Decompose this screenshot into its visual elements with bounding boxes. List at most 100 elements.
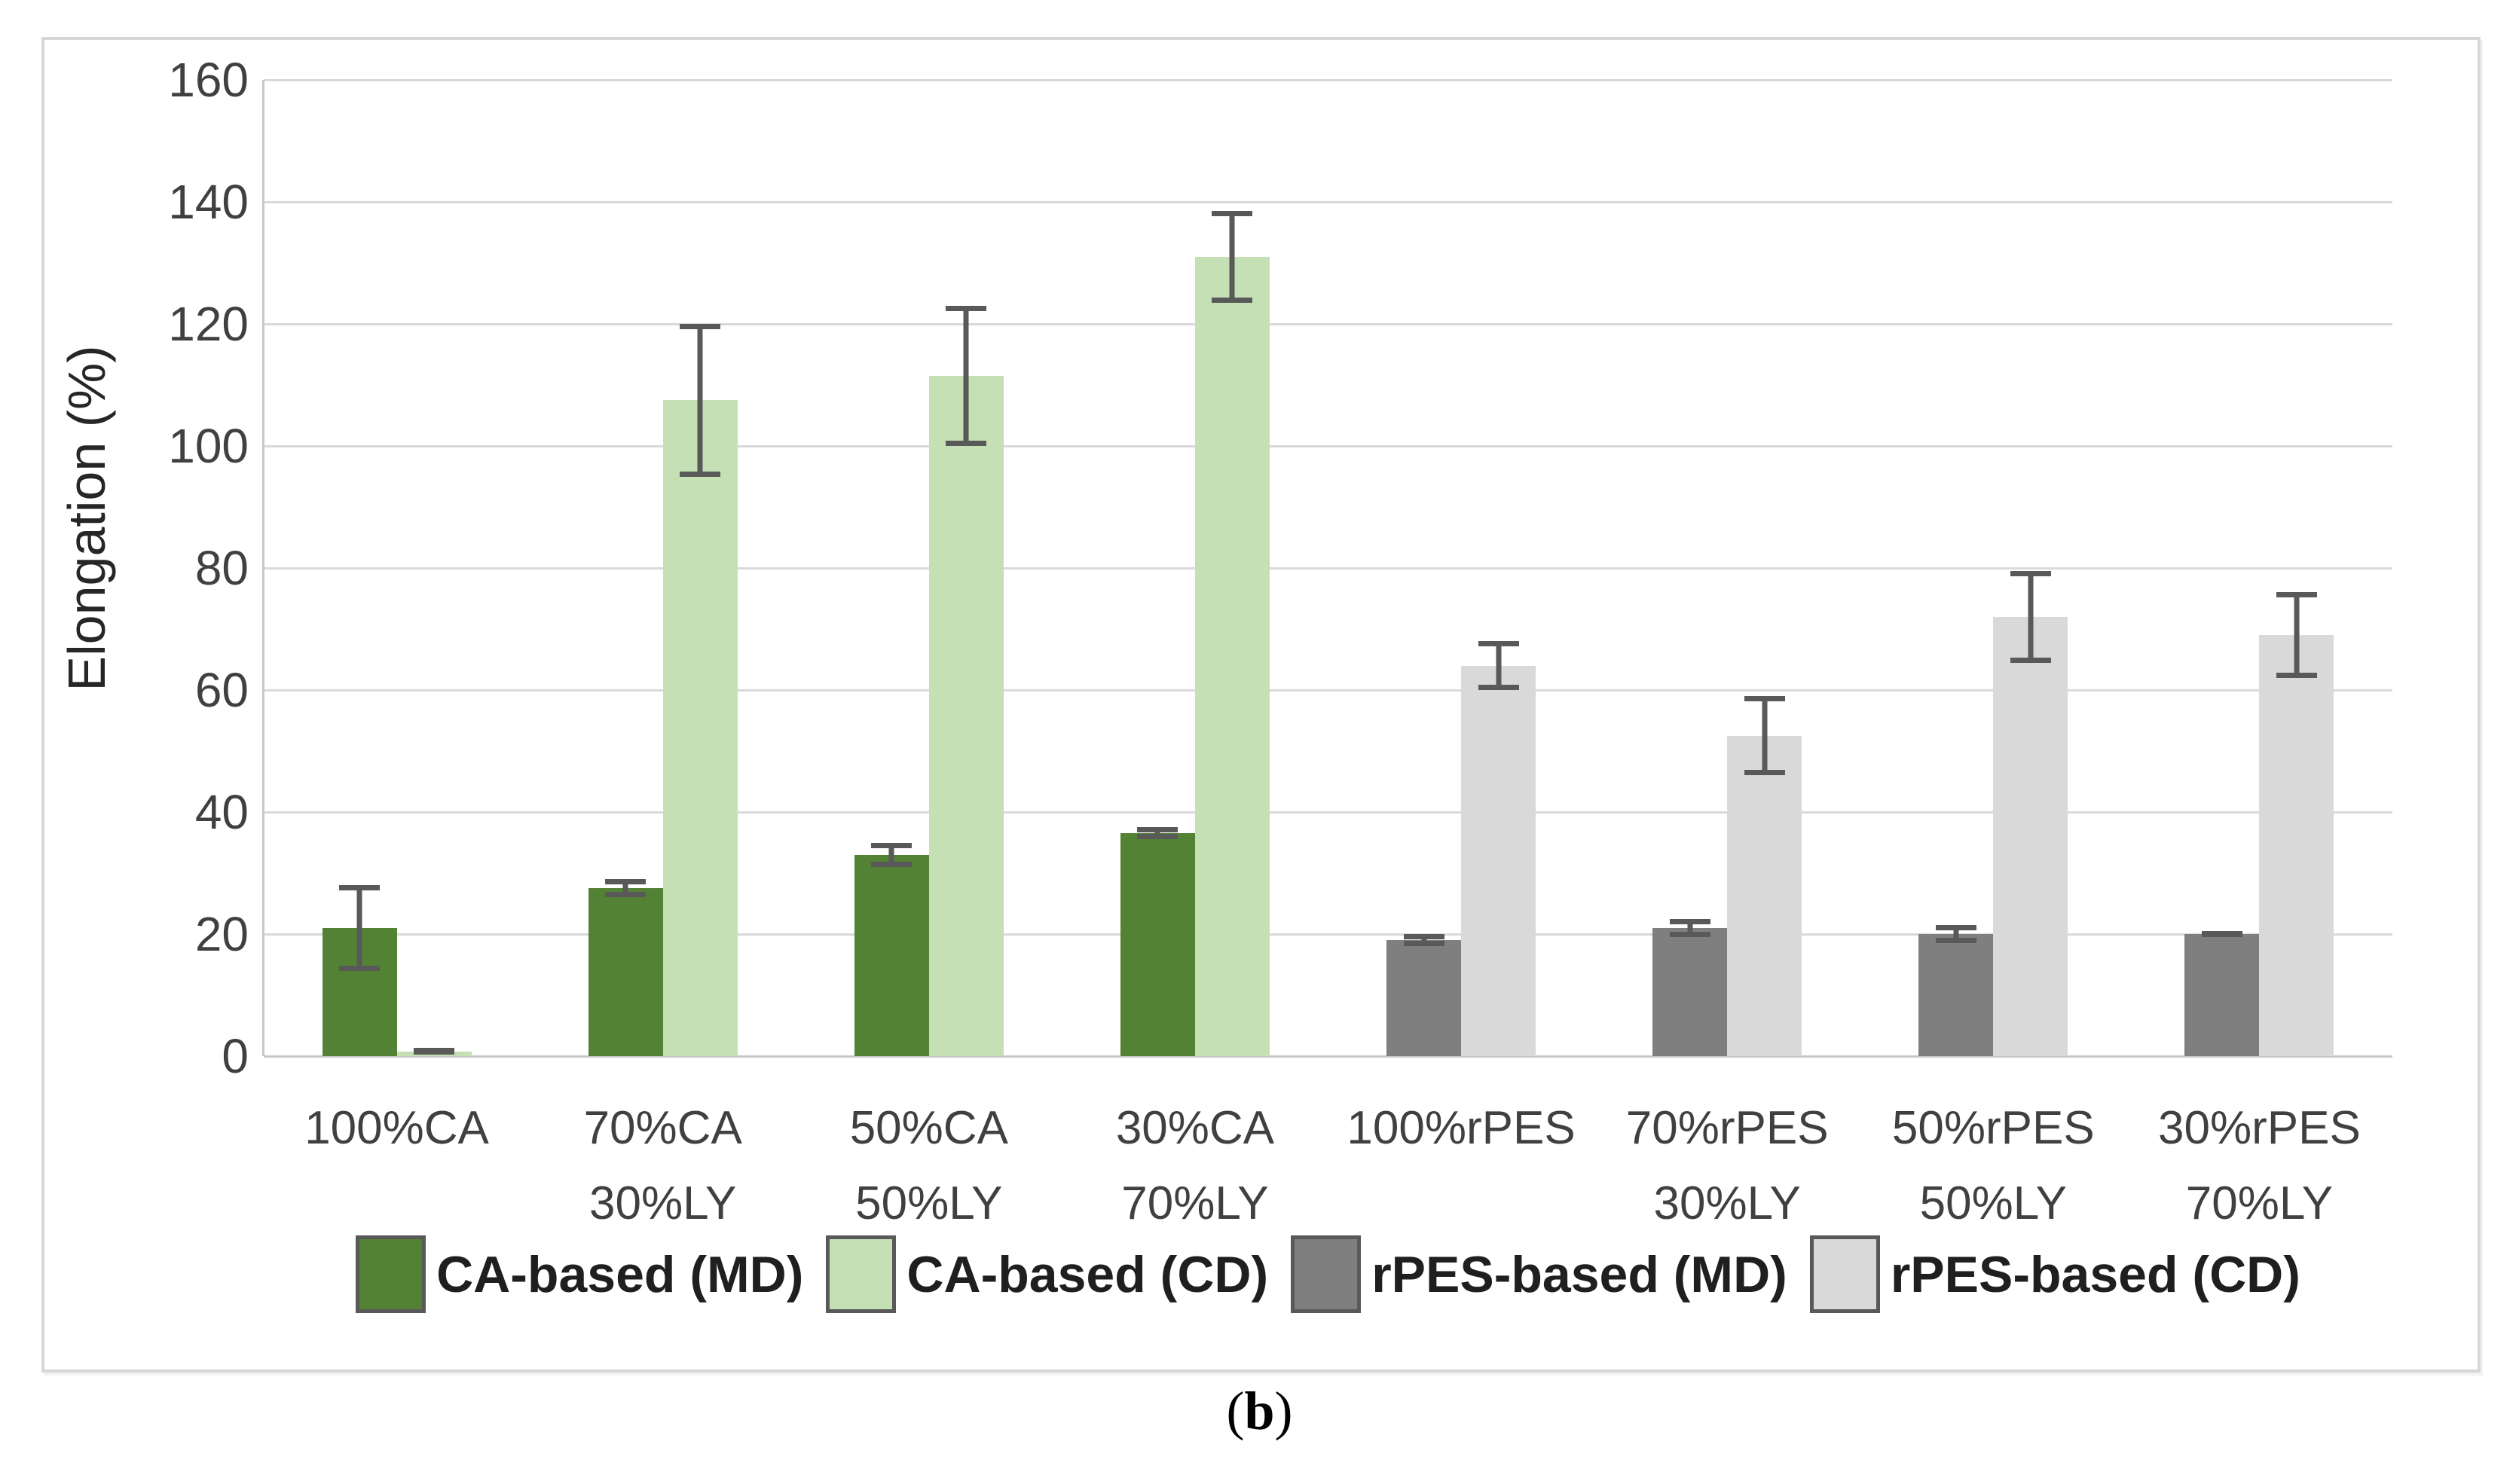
legend-label-ca-based-md: CA-based (MD) [436,1245,804,1303]
errorbar-bottom-cap [1669,932,1710,938]
gridline-160 [264,79,2392,81]
x-category-label-30-ca-70-ly: 30%CA 70%LY [1044,1091,1346,1241]
errorbar-top-cap [871,842,913,848]
errorbar-rpes-based-cd-70-rpes [1744,696,1785,776]
errorbar-ca-based-cd-100-ca [414,1048,455,1055]
errorbar-top-cap [2010,571,2051,577]
gridline-140 [264,201,2392,203]
errorbar-ca-based-cd-30-ca [1212,211,1253,303]
legend-item-ca-based-md: CA-based (MD) [356,1235,803,1313]
gridline-0 [264,1055,2392,1058]
legend-item-rpes-based-cd: rPES-based (CD) [1809,1235,2300,1313]
y-tick-label-40: 40 [194,785,249,839]
legend-label-ca-based-cd: CA-based (CD) [906,1245,1269,1303]
errorbar-line [1953,924,1959,944]
bar-ca-based-cd-50-ca-50-ly [928,375,1004,1056]
errorbar-line [697,324,703,477]
errorbar-line [2028,571,2034,663]
errorbar-top-cap [1478,641,1519,647]
bar-rpes-based-cd-30-rpes-70-ly [2259,635,2334,1056]
gridline-40 [264,811,2392,814]
caption-close-paren: ) [1274,1381,1293,1441]
bar-ca-based-md-30-ca-70-ly [1120,833,1195,1056]
y-tick-label-0: 0 [222,1029,249,1083]
x-category-line2: 30%LY [589,1177,737,1229]
errorbar-ca-based-md-50-ca [871,842,913,867]
errorbar-bottom-cap [1478,684,1519,690]
errorbar-line [888,842,894,867]
caption-open-paren: ( [1226,1381,1245,1441]
x-category-line2: 50%LY [1919,1177,2067,1229]
bar-rpes-based-cd-100-rpes [1461,665,1536,1056]
x-category-line1: 70%rPES [1625,1102,1829,1154]
x-category-line2: 30%LY [1653,1177,1801,1229]
legend-item-rpes-based-md: rPES-based (MD) [1291,1235,1787,1313]
x-category-line1: 30%rPES [2158,1102,2361,1154]
figure-caption: (b) [0,1380,2519,1443]
gridline-100 [264,445,2392,447]
errorbar-line [1229,211,1235,303]
errorbar-rpes-based-cd-30-rpes [2276,592,2317,678]
errorbar-rpes-based-md-50-rpes [1935,924,1976,944]
x-category-line1: 50%rPES [1891,1102,2095,1154]
y-tick-label-120: 120 [168,297,249,351]
x-category-label-30-rpes-70-ly: 30%rPES 70%LY [2108,1091,2410,1241]
errorbar-top-cap [1935,924,1976,930]
y-tick-label-100: 100 [168,419,249,473]
bar-rpes-based-cd-50-rpes-50-ly [1993,616,2068,1056]
errorbar-line [1496,641,1502,690]
bar-ca-based-cd-30-ca-70-ly [1194,256,1270,1056]
errorbar-rpes-based-md-70-rpes [1669,918,1710,938]
y-axis-line [262,80,264,1056]
errorbar-rpes-based-cd-100-rpes [1478,641,1519,690]
errorbar-rpes-based-md-100-rpes [1403,934,1444,947]
errorbar-line [622,879,628,898]
gridline-60 [264,689,2392,692]
bar-ca-based-md-50-ca-50-ly [854,854,929,1056]
gridline-120 [264,323,2392,325]
legend-swatch-rpes-based-md [1291,1235,1362,1313]
errorbar-rpes-based-md-30-rpes [2201,930,2242,938]
bar-ca-based-cd-70-ca-30-ly [662,400,738,1056]
x-category-line2: 70%LY [2185,1177,2334,1229]
legend-item-ca-based-cd: CA-based (CD) [826,1235,1268,1313]
errorbar-top-cap [946,305,987,311]
errorbar-line [963,305,969,446]
errorbar-top-cap [1669,918,1710,924]
x-category-line2: 50%LY [855,1177,1003,1229]
legend: CA-based (MD) CA-based (CD) rPES-based (MD… [264,1235,2392,1313]
errorbar-bottom-cap [414,1049,455,1055]
errorbar-top-cap [1212,211,1253,217]
y-tick-label-60: 60 [194,663,249,717]
errorbar-bottom-cap [2010,657,2051,663]
y-tick-label-160: 160 [168,53,249,107]
x-category-label-70-ca-30-ly: 70%CA 30%LY [512,1091,814,1241]
errorbar-top-cap [605,879,647,885]
plot-area [262,79,2392,1058]
errorbar-bottom-cap [605,892,647,898]
x-category-line1: 30%CA [1115,1102,1275,1154]
bar-ca-based-md-70-ca-30-ly [588,888,663,1056]
errorbar-ca-based-cd-50-ca [946,305,987,446]
x-category-line1: 100%CA [304,1102,489,1154]
errorbar-bottom-cap [2276,672,2317,678]
errorbar-top-cap [2276,592,2317,598]
errorbar-bottom-cap [339,965,381,971]
errorbar-line [2294,592,2300,678]
bar-rpes-based-md-50-rpes-50-ly [1918,934,1994,1056]
errorbar-line [1421,934,1427,947]
errorbar-line [1762,696,1768,776]
legend-swatch-rpes-based-cd [1809,1235,1880,1313]
bar-rpes-based-cd-70-rpes-30-ly [1727,735,1802,1056]
errorbar-top-cap [1744,696,1785,702]
y-axis-title: Elongation (%) [57,345,116,692]
x-category-label-100-rpes: 100%rPES [1310,1091,1612,1166]
x-category-line1: 50%CA [849,1102,1008,1154]
errorbar-ca-based-md-100-ca [339,885,381,971]
bar-rpes-based-md-70-rpes-30-ly [1652,927,1728,1056]
errorbar-bottom-cap [1137,834,1178,840]
x-category-label-50-rpes-50-ly: 50%rPES 50%LY [1842,1091,2144,1241]
bar-rpes-based-md-30-rpes-70-ly [2184,934,2260,1056]
caption-letter: b [1244,1381,1275,1441]
x-category-label-70-rpes-30-ly: 70%rPES 30%LY [1576,1091,1878,1241]
